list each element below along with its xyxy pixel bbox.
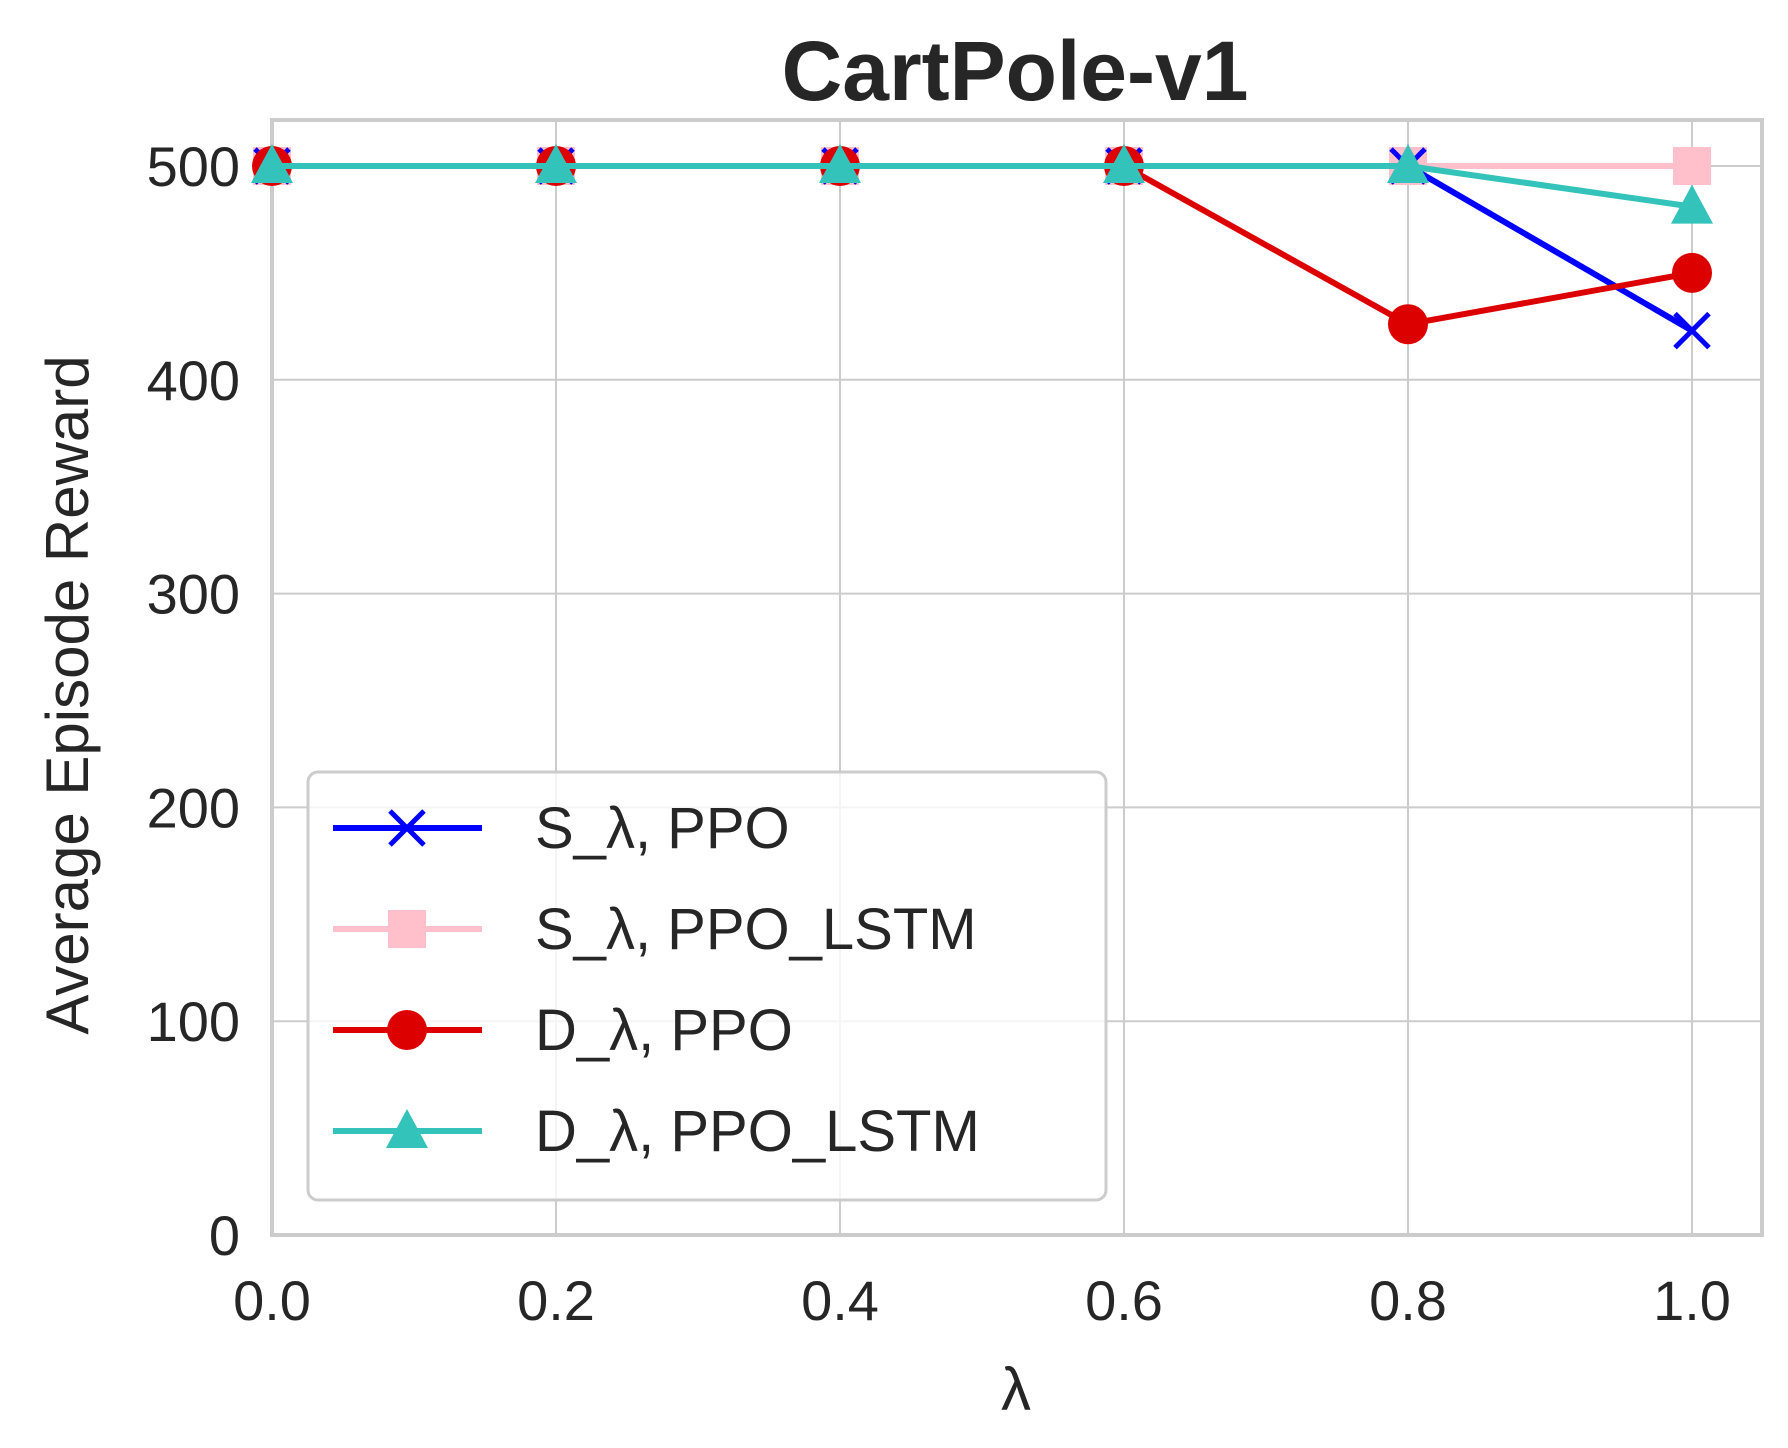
- y-tick-label: 300: [147, 563, 240, 626]
- data-point: [1673, 311, 1711, 350]
- series-lines: [251, 144, 1713, 350]
- legend-marker: [387, 1010, 427, 1050]
- legend-entry: D_λ, PPO: [333, 998, 793, 1063]
- data-point: [1671, 184, 1713, 224]
- x-tick-label: 0.2: [517, 1269, 595, 1332]
- data-point: [1672, 252, 1712, 293]
- legend: S_λ, PPO S_λ, PPO_LSTM D_λ, PPO D_λ, PPO_LS…: [306, 770, 1108, 1202]
- legend-entry: S_λ, PPO_LSTM: [333, 897, 977, 962]
- data-point: [819, 144, 861, 183]
- series-line: [272, 163, 1694, 334]
- y-tick-label: 200: [147, 776, 240, 839]
- x-tick-label: 0.6: [1085, 1269, 1163, 1332]
- legend-label: D_λ, PPO_LSTM: [535, 1099, 980, 1164]
- legend-marker: [386, 1109, 428, 1148]
- y-tick-label: 0: [209, 1204, 240, 1267]
- y-tick-label: 100: [147, 990, 240, 1053]
- legend-entry: S_λ, PPO: [333, 796, 790, 861]
- plot-frame: [270, 118, 1764, 1237]
- legend-label: D_λ, PPO: [535, 998, 793, 1063]
- legend-label: S_λ, PPO_LSTM: [535, 897, 977, 962]
- x-tick-label: 0.4: [801, 1269, 879, 1332]
- y-tick-label: 400: [147, 349, 240, 412]
- tick-labels: 0.0 0.2 0.4 0.6 0.8 1.0 0 100 200 300 400 500: [147, 135, 1731, 1332]
- x-axis-label: λ: [1001, 1356, 1031, 1423]
- chart-title: CartPole-v1: [782, 24, 1249, 118]
- x-tick-label: 0.8: [1369, 1269, 1447, 1332]
- legend-marker: [388, 910, 426, 948]
- data-point: [1387, 144, 1429, 183]
- y-axis-label: Average Episode Reward: [34, 355, 101, 1034]
- series-triangle: [251, 144, 1713, 224]
- data-point: [1103, 144, 1145, 183]
- data-point: [1388, 304, 1428, 345]
- series-line: [272, 163, 1693, 328]
- series-line: [272, 163, 1693, 210]
- x-marker-stroke: [1673, 311, 1711, 350]
- x-tick-label: 1.0: [1653, 1269, 1731, 1332]
- data-point: [251, 144, 293, 183]
- legend-box: [306, 770, 1108, 1202]
- legend-entry: D_λ, PPO_LSTM: [333, 1099, 980, 1164]
- data-point: [535, 144, 577, 183]
- y-tick-label: 500: [147, 135, 240, 198]
- legend-label: S_λ, PPO: [535, 796, 790, 861]
- x-tick-label: 0.0: [233, 1269, 311, 1332]
- data-point: [1673, 147, 1711, 185]
- x-marker-stroke: [388, 809, 426, 847]
- legend-marker: [388, 809, 426, 847]
